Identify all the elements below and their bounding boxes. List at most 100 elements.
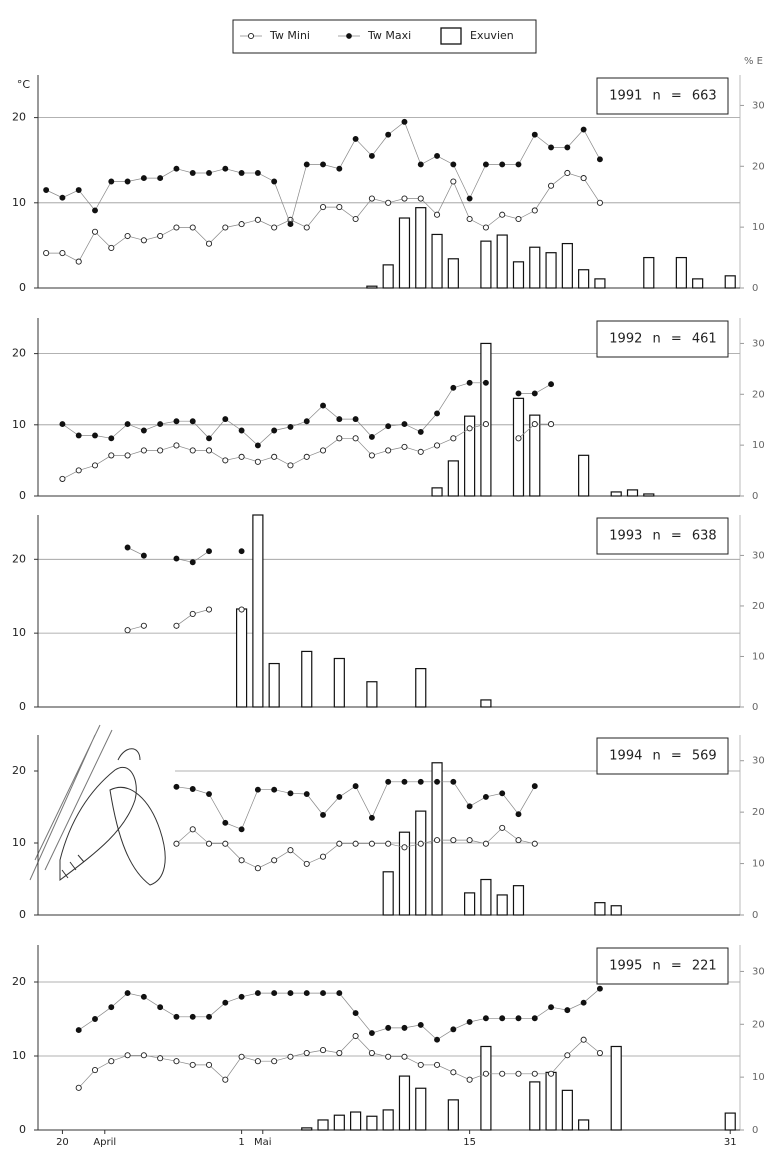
min-point <box>222 224 229 231</box>
max-point <box>303 791 310 797</box>
title-box <box>596 517 729 555</box>
legend-label: Exuvien <box>470 29 514 42</box>
bar <box>529 1081 541 1131</box>
min-point <box>254 216 261 223</box>
y2-tick-label: 20 <box>752 601 765 612</box>
max-point <box>352 416 359 423</box>
y-tick-label: 0 <box>19 281 26 294</box>
max-point <box>466 1019 473 1025</box>
bar <box>512 885 525 916</box>
bar <box>350 1111 362 1131</box>
bar <box>578 1119 590 1131</box>
min-point <box>515 215 522 223</box>
min-point <box>515 435 522 442</box>
min-point <box>189 1061 196 1068</box>
bar <box>382 871 394 916</box>
max-point <box>124 178 131 185</box>
max-point <box>124 544 131 551</box>
y-tick-label: 0 <box>19 489 26 502</box>
max-point <box>401 118 408 125</box>
min-point <box>417 195 424 202</box>
min-point <box>303 860 310 867</box>
max-point <box>548 144 555 151</box>
x-tick-label: April <box>93 1137 116 1148</box>
max-point <box>596 156 603 163</box>
min-point <box>205 1061 213 1068</box>
bar <box>643 493 655 497</box>
max-point <box>222 165 229 172</box>
min-point <box>385 199 392 206</box>
max-point <box>482 793 489 800</box>
max-point <box>189 170 196 176</box>
max-point <box>320 811 326 818</box>
min-point <box>205 240 213 247</box>
y2-tick-label: 10 <box>752 1072 765 1083</box>
min-point <box>189 447 196 454</box>
min-point <box>466 425 473 432</box>
min-point <box>59 250 66 257</box>
min-point <box>140 237 147 244</box>
min-point <box>336 435 343 442</box>
min-point <box>466 1076 473 1083</box>
max-point <box>515 1015 522 1022</box>
min-point <box>417 448 424 455</box>
bar <box>366 285 378 289</box>
bar <box>692 278 704 289</box>
max-point <box>271 178 278 185</box>
bar <box>610 491 622 497</box>
min-point <box>352 435 359 442</box>
min-point <box>287 847 294 854</box>
min-point <box>222 457 229 464</box>
series-line <box>176 827 535 869</box>
bar <box>447 460 459 497</box>
max-point <box>222 416 229 423</box>
max-point <box>368 152 375 159</box>
max-point <box>336 793 343 800</box>
y2-tick-label: 20 <box>752 807 765 818</box>
max-point <box>287 221 294 228</box>
max-point <box>303 161 310 168</box>
min-point <box>548 182 555 189</box>
max-point <box>336 416 343 423</box>
y-tick-label: 0 <box>19 908 26 921</box>
y-tick-label: 0 <box>19 1123 26 1136</box>
min-point <box>238 1053 245 1060</box>
bar <box>610 1045 622 1131</box>
min-point <box>401 443 408 450</box>
max-point <box>287 423 294 430</box>
max-point <box>368 1030 375 1037</box>
min-point <box>433 442 441 449</box>
bar <box>464 892 476 916</box>
max-point <box>434 152 440 159</box>
min-point <box>531 1070 538 1077</box>
bar <box>382 264 394 289</box>
y2-tick-label: 10 <box>752 440 765 451</box>
min-point <box>319 447 327 454</box>
min-point <box>548 421 555 428</box>
y2-tick-label: 20 <box>752 161 765 172</box>
max-point <box>271 427 278 434</box>
x-tick-label: 1 <box>238 1137 244 1148</box>
max-point <box>564 1007 571 1014</box>
min-point <box>319 853 327 860</box>
min-point <box>271 453 278 460</box>
min-point <box>238 221 245 228</box>
min-point <box>450 837 457 844</box>
min-point <box>157 232 164 240</box>
y2-tick-label: 10 <box>752 651 765 662</box>
max-point <box>515 161 522 168</box>
min-point <box>482 224 489 231</box>
min-point <box>205 606 213 613</box>
min-point <box>515 837 522 844</box>
max-point <box>157 421 164 428</box>
min-point <box>43 250 50 257</box>
bar <box>333 1114 345 1131</box>
max-point <box>92 207 98 214</box>
min-point <box>531 840 538 847</box>
insect-sketch <box>29 724 166 886</box>
bar <box>464 415 476 497</box>
max-point <box>222 819 229 826</box>
max-point <box>548 1004 555 1011</box>
bar <box>643 256 655 289</box>
min-point <box>450 178 457 185</box>
